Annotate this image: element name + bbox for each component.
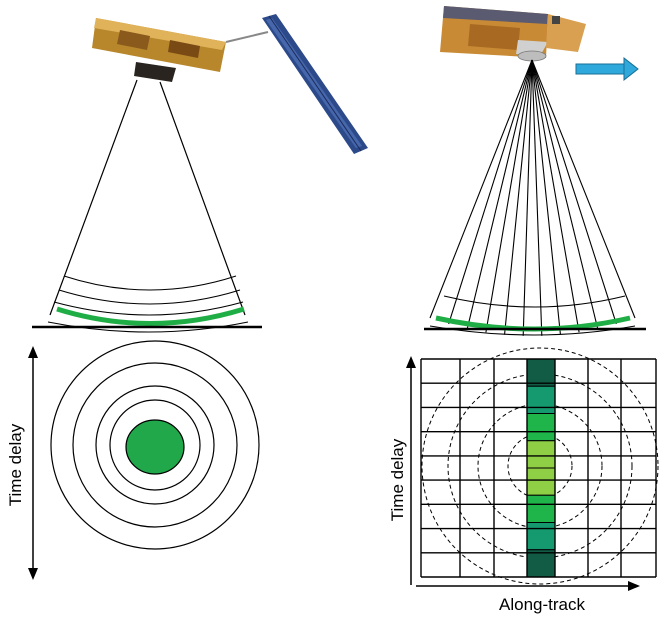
cone-left-edge: [49, 79, 138, 316]
doppler-strip-cell: [526, 413, 556, 442]
beam-line: [531, 59, 562, 335]
beam-line: [531, 59, 543, 336]
sea-surface-return-arc: [435, 315, 631, 332]
footprint-ring-dashed: [421, 347, 659, 585]
cone-right-edge: [159, 81, 246, 316]
right-panel: Time delay Along-track: [388, 6, 659, 614]
satellite-conventional-altimeter-icon: [92, 14, 368, 154]
wavefront-arc: [443, 295, 626, 308]
beam-line: [531, 59, 599, 329]
time-delay-label: Time delay: [6, 423, 25, 506]
axis-arrowhead-up: [406, 356, 416, 368]
right-arrow: [575, 56, 639, 82]
beam-fan: [429, 59, 636, 336]
doppler-strip-cell: [526, 522, 556, 551]
footprint-ring: [72, 362, 238, 528]
along-track-label: Along-track: [499, 595, 585, 614]
left-panel: Time delay: [6, 14, 368, 580]
beam-line: [531, 59, 580, 333]
wavefront-arc: [58, 289, 241, 305]
wavefront-arc: [53, 301, 244, 316]
delay-doppler-grid: [420, 358, 657, 578]
satellite-delay-doppler-altimeter-icon: [440, 6, 586, 62]
beam-line: [448, 59, 533, 325]
beam-line: [503, 59, 533, 335]
beam-line: [531, 59, 617, 325]
axis-arrowhead-down: [28, 568, 38, 580]
wavefront-arc: [63, 275, 237, 291]
doppler-strip-cell: [526, 549, 556, 578]
doppler-strip-cell: [526, 467, 556, 496]
doppler-strip-cell: [526, 440, 556, 469]
footprint-ring-dashed: [447, 373, 633, 559]
beam-line: [466, 59, 533, 329]
footprint-ring: [50, 340, 260, 550]
axis-arrowhead-right: [628, 581, 640, 591]
beam-line: [531, 59, 636, 319]
doppler-strip-cell: [526, 494, 556, 523]
beam-line: [429, 59, 533, 319]
doppler-strip: [526, 358, 556, 578]
sea-surface-return-arc: [56, 306, 245, 326]
doppler-strip-cell: [526, 385, 556, 414]
pulse-limited-footprint: [125, 419, 185, 475]
axis-arrowhead-up: [28, 346, 38, 358]
footprint-ring: [95, 385, 215, 505]
doppler-strip-cell: [526, 358, 556, 387]
footprint-ring-dashed: [477, 403, 603, 529]
beam-line: [485, 59, 533, 333]
beam-line: [522, 59, 533, 336]
footprint-ring: [109, 399, 201, 491]
time-delay-label: Time delay: [388, 438, 407, 521]
